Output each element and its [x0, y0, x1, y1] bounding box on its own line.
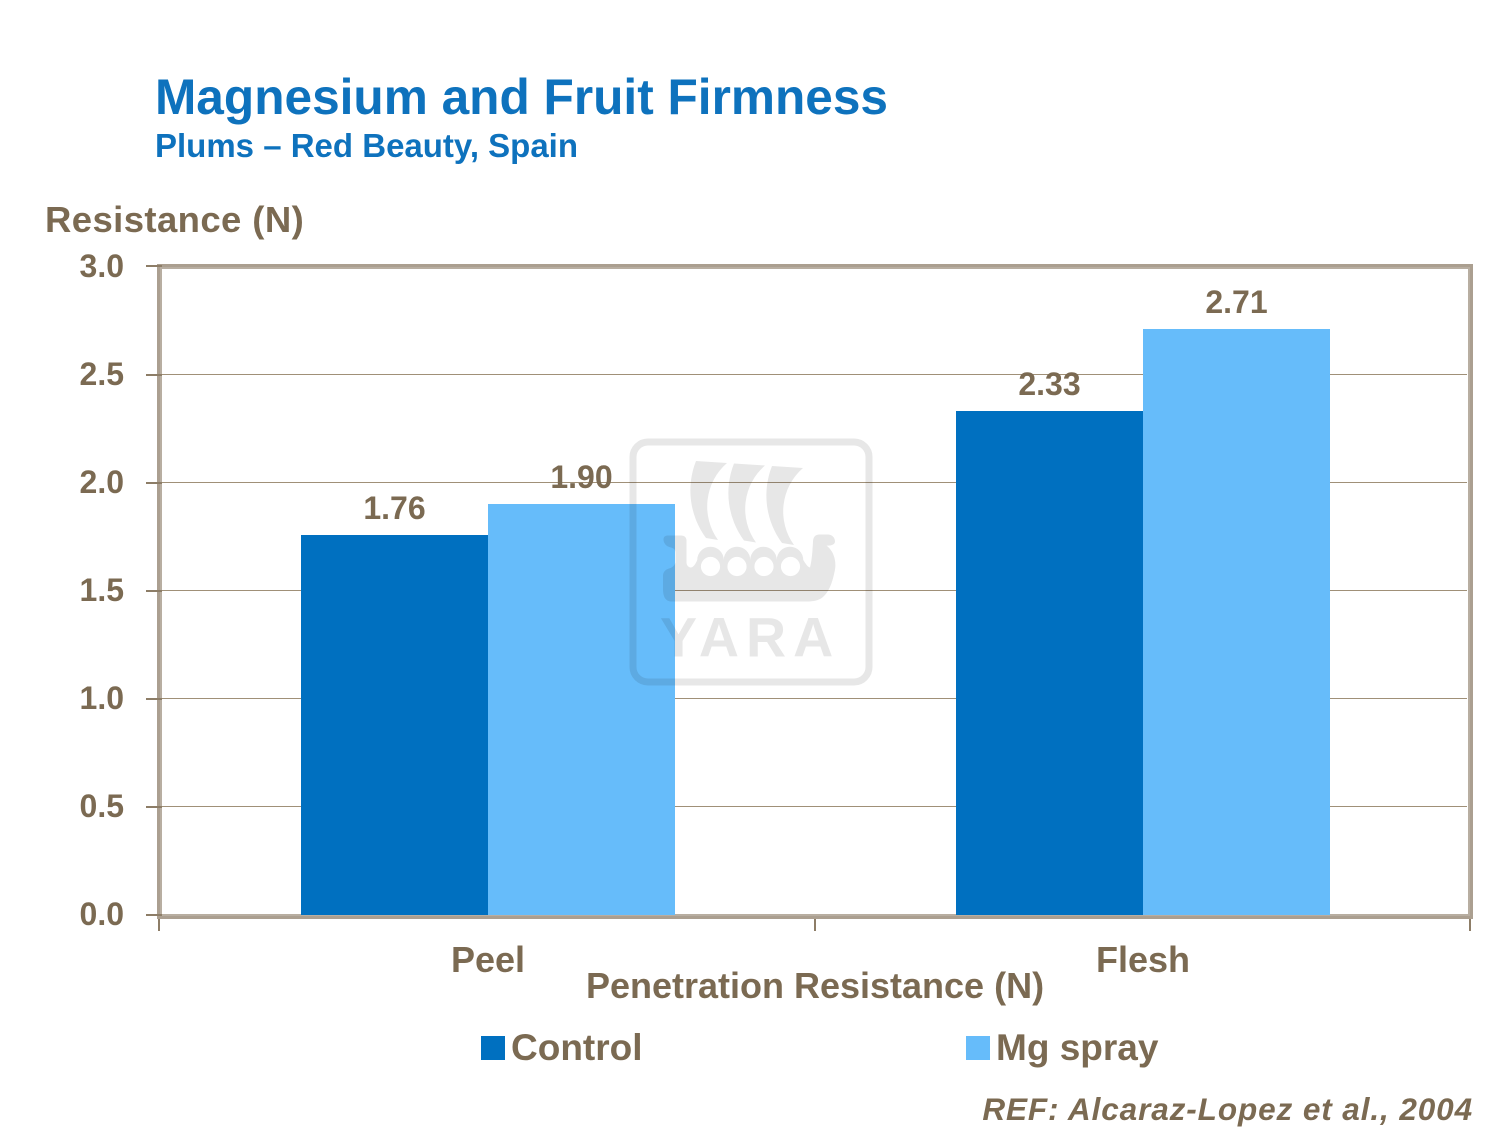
svg-text:YARA: YARA — [660, 607, 840, 669]
